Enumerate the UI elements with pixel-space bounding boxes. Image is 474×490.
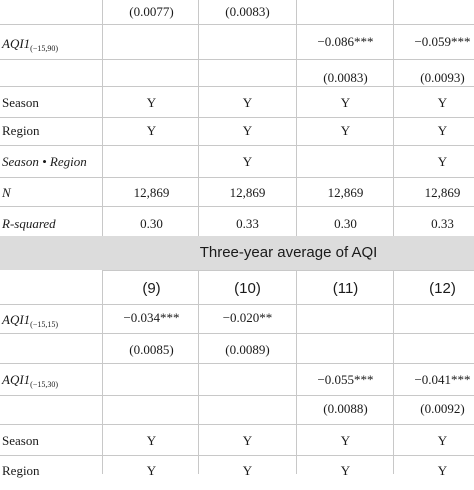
row-divider [0, 395, 474, 396]
table-cell: 0.30 [140, 216, 163, 231]
table-cell: 12,869 [133, 185, 170, 200]
table-row: Region Y Y Y Y [0, 456, 474, 490]
column-divider [296, 0, 297, 236]
table-row: (0.0077) (0.0083) [0, 0, 474, 34]
table-row: AQI1(−15,30) −0.055*** −0.041*** [0, 364, 474, 398]
row-divider [0, 304, 474, 305]
table-cell: (0.0092) [420, 401, 465, 416]
table-row: R-squared 0.30 0.33 0.30 0.33 [0, 207, 474, 241]
table-row: (0.0085) (0.0089) [0, 334, 474, 368]
table-cell: Y [437, 433, 448, 448]
table-cell: Y [146, 123, 157, 138]
row-divider [0, 24, 474, 25]
panel-title: Three-year average of AQI [199, 244, 378, 261]
row-label: R-squared [2, 216, 56, 231]
column-divider [393, 270, 394, 474]
table-row: Season Y Y Y Y [0, 87, 474, 121]
table-cell: (0.0083) [323, 70, 368, 85]
row-divider [0, 117, 474, 118]
table-cell: 12,869 [229, 185, 266, 200]
table-row: Season Y Y Y Y [0, 425, 474, 459]
column-header: (10) [234, 280, 261, 297]
row-divider [0, 455, 474, 456]
table-cell: (0.0083) [225, 4, 270, 19]
table-cell: −0.059*** [414, 34, 471, 49]
table-row: Season • Region Y Y [0, 146, 474, 180]
table-cell: Y [340, 463, 351, 478]
row-divider [0, 145, 474, 146]
row-divider [102, 270, 474, 271]
column-header: (11) [332, 280, 359, 297]
column-divider [198, 0, 199, 236]
row-divider [0, 177, 474, 178]
row-label: Season • Region [2, 154, 87, 169]
table-cell: (0.0089) [225, 342, 270, 357]
row-label: AQI1(−15,90) [2, 36, 59, 53]
table-cell: 12,869 [327, 185, 364, 200]
table-row: (0.0083) (0.0093) [0, 60, 474, 94]
row-divider [0, 59, 474, 60]
table-row: Region Y Y Y Y [0, 118, 474, 152]
table-row: (0.0088) (0.0092) [0, 396, 474, 430]
table-cell: Y [437, 154, 448, 169]
row-label: Region [2, 123, 40, 138]
column-divider [198, 270, 199, 474]
table-cell: −0.020** [222, 310, 273, 325]
column-divider [393, 0, 394, 236]
table-cell: Y [242, 154, 253, 169]
column-divider [296, 270, 297, 474]
row-divider [0, 424, 474, 425]
table-cell: (0.0093) [420, 70, 465, 85]
row-label: Season [2, 433, 39, 448]
column-header: (12) [429, 280, 456, 297]
table-cell: Y [242, 95, 253, 110]
row-label: N [2, 185, 11, 200]
table-cell: Y [340, 123, 351, 138]
row-label: AQI1(−15,30) [2, 372, 59, 389]
row-divider [0, 206, 474, 207]
table-cell: Y [340, 433, 351, 448]
table-cell: Y [146, 95, 157, 110]
table-cell: 0.33 [431, 216, 454, 231]
row-label: Region [2, 463, 40, 478]
table-row: AQI1(−15,90) −0.086*** −0.059*** [0, 25, 474, 59]
table-cell: (0.0088) [323, 401, 368, 416]
table-cell: −0.041*** [414, 372, 471, 387]
table-cell: Y [437, 123, 448, 138]
column-header: (9) [142, 280, 161, 297]
table-cell: −0.086*** [317, 34, 374, 49]
table-cell: Y [242, 123, 253, 138]
table-cell: 0.33 [236, 216, 259, 231]
table-row: AQI1(−15,15) −0.034*** −0.020** [0, 305, 474, 339]
row-label: Season [2, 95, 39, 110]
table-cell: Y [242, 463, 253, 478]
table-cell: Y [242, 433, 253, 448]
panel-header: Three-year average of AQI [0, 236, 474, 270]
table-cell: 12,869 [424, 185, 461, 200]
table-cell: 0.30 [334, 216, 357, 231]
row-divider [0, 333, 474, 334]
row-divider [0, 363, 474, 364]
table-cell: −0.034*** [123, 310, 180, 325]
table-row: N 12,869 12,869 12,869 12,869 [0, 178, 474, 212]
row-divider [0, 86, 474, 87]
table-cell: Y [437, 463, 448, 478]
table-cell: (0.0077) [129, 4, 174, 19]
table-cell: Y [340, 95, 351, 110]
table-cell: −0.055*** [317, 372, 374, 387]
table-cell: Y [146, 463, 157, 478]
column-header-row: (9) (10) (11) (12) [0, 271, 474, 305]
table-cell: Y [437, 95, 448, 110]
row-label: AQI1(−15,15) [2, 312, 59, 329]
table-cell: Y [146, 433, 157, 448]
table-cell: (0.0085) [129, 342, 174, 357]
